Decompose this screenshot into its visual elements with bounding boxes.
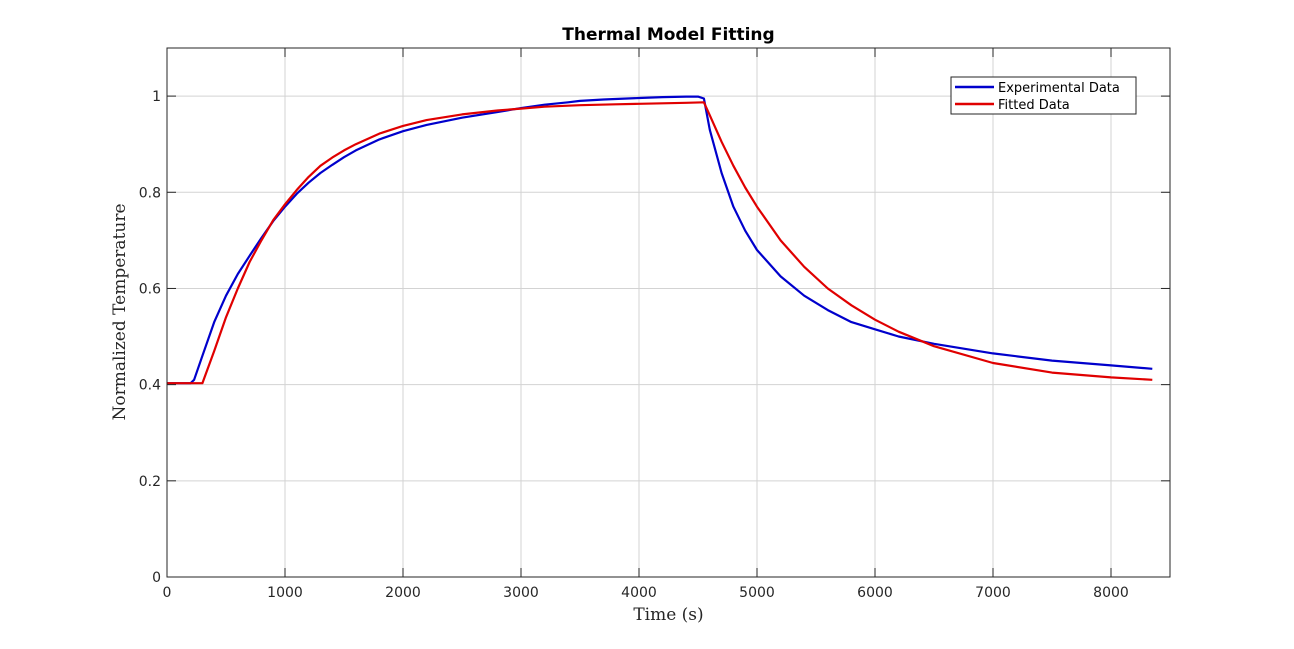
y-tick-label: 1 [152,89,161,105]
x-tick-label: 1000 [267,585,303,601]
x-tick-label: 6000 [857,585,893,601]
plot-area [167,48,1170,577]
y-tick-label: 0.4 [139,378,161,394]
fitted-data-line [167,101,1153,385]
x-tick-label: 3000 [503,585,539,601]
y-tick-label: 0.8 [139,185,161,201]
x-tick-label: 7000 [975,585,1011,601]
x-tick-label: 8000 [1093,585,1129,601]
legend-box [950,76,1137,115]
x-tick-label: 4000 [621,585,657,601]
experimental-data-line [167,95,1153,385]
legend-label-fitted: Fitted Data [998,98,1070,113]
legend-label-experimental: Experimental Data [998,81,1120,96]
plot-frame [166,47,1171,578]
x-tick-label: 5000 [739,585,775,601]
x-tick-label: 0 [163,585,172,601]
series-lines [167,95,1153,385]
y-tick-label: 0 [152,570,161,586]
y-axis-label: Normalized Temperature [110,203,130,420]
legend: Experimental Data Fitted Data [950,76,1137,115]
y-tick-label: 0.2 [139,474,161,490]
x-tick-label: 2000 [385,585,421,601]
y-tick-label: 0.6 [139,281,161,297]
ticks: 0 1000 2000 3000 4000 5000 6000 7000 8000 0 0.2 0.4… [139,48,1170,601]
x-axis-label: Time (s) [633,605,703,625]
chart-title: Thermal Model Fitting [562,25,774,45]
